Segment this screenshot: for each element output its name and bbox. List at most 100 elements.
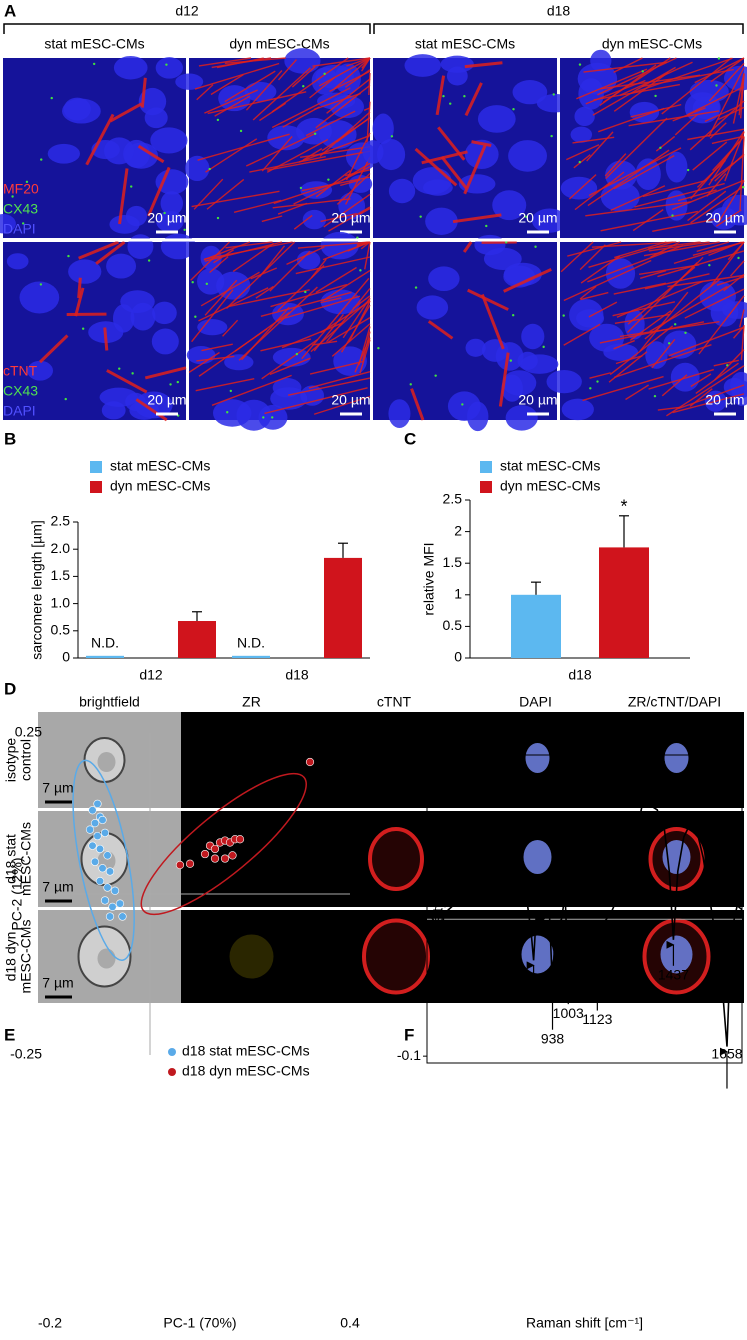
nucleus: [284, 48, 321, 74]
fibre: [198, 287, 269, 322]
fibre: [267, 150, 371, 171]
y-tick-label: 2.5: [51, 513, 71, 529]
junction-dot: [39, 283, 43, 286]
fibre: [322, 269, 371, 302]
cell-core: [97, 948, 116, 969]
fibre: [634, 182, 725, 208]
stain-label: cTNT: [3, 363, 38, 379]
micrograph: [186, 231, 371, 431]
fibre: [677, 189, 717, 202]
y-axis-label: intensity [a.u.]: [430, 866, 446, 952]
fibre: [318, 57, 371, 87]
junction-dot: [673, 323, 677, 326]
fibre: [642, 179, 708, 198]
column-label: ZR/cTNT/DAPI: [628, 694, 721, 710]
junction-dot: [50, 96, 53, 100]
stain-label: CX43: [3, 201, 38, 217]
fibre: [197, 133, 290, 161]
point: [85, 825, 95, 834]
legend-label: dyn mESC-CMs: [500, 478, 600, 494]
junction-dot: [11, 195, 14, 198]
nucleus: [446, 66, 468, 86]
fibre: [315, 84, 371, 129]
fibre: [698, 295, 745, 355]
junction-dot: [92, 62, 96, 66]
fibre: [266, 138, 329, 173]
junction-dot: [708, 263, 711, 267]
fibre: [610, 185, 666, 211]
nucleus: [144, 107, 168, 129]
fibre: [315, 266, 357, 294]
fibre: [286, 246, 325, 266]
fibre: [361, 57, 371, 72]
y-tick-label: -0.25: [10, 1046, 42, 1062]
nucleus: [503, 262, 542, 287]
nucleus: [425, 207, 458, 235]
fibre: [730, 260, 745, 277]
fibre: [191, 289, 234, 343]
fibre: [358, 207, 371, 216]
micrograph: [546, 241, 747, 421]
junction-dot: [64, 397, 67, 401]
fibre: [427, 320, 454, 340]
fibre: [410, 388, 425, 421]
fibre: [566, 144, 600, 161]
point: [100, 828, 110, 837]
y-tick-label: 0: [454, 649, 462, 665]
nucleus: [570, 126, 593, 143]
point: [95, 877, 105, 886]
junction-dot: [356, 236, 359, 239]
fibre: [580, 255, 621, 284]
nucleus: [160, 191, 184, 216]
point: [235, 835, 245, 844]
fibre: [503, 267, 552, 293]
legend-marker: [168, 1068, 176, 1076]
fibre: [193, 178, 224, 210]
fibre: [224, 70, 276, 103]
junction-dot: [183, 228, 186, 231]
fibre: [585, 79, 646, 105]
zr-signal: [229, 934, 274, 979]
fibre: [710, 57, 745, 83]
fibre: [196, 84, 214, 101]
fibre: [228, 289, 310, 308]
junction-dot: [419, 215, 422, 218]
junction-dot: [304, 290, 307, 294]
fibre: [216, 57, 264, 69]
junction-dot: [131, 372, 134, 375]
fibre: [74, 287, 85, 317]
fibre: [740, 324, 745, 361]
fibre: [690, 373, 712, 388]
junction-dot: [226, 411, 229, 414]
fibre: [714, 349, 745, 381]
fibre: [261, 135, 293, 172]
fibre: [140, 77, 147, 108]
fibre: [613, 344, 712, 379]
peak-label: 785: [504, 826, 528, 842]
fibre: [692, 141, 728, 171]
fibre: [204, 279, 238, 316]
fibre: [259, 102, 287, 122]
junction-dot: [130, 185, 133, 188]
fibre: [269, 357, 311, 376]
peak-label: 1123: [582, 1011, 612, 1027]
fibre: [270, 283, 348, 308]
nucleus: [376, 139, 406, 171]
panel-letter: B: [4, 429, 16, 448]
fibre: [464, 61, 503, 69]
fibre: [452, 213, 502, 224]
micrograph: [362, 54, 574, 238]
fibre: [277, 202, 308, 215]
fibre: [588, 241, 674, 268]
junction-dot: [463, 95, 466, 98]
fibre: [282, 106, 320, 128]
fibre: [359, 339, 371, 374]
panel-letter: D: [4, 679, 16, 698]
bar: [511, 594, 561, 658]
junction-dot: [442, 94, 445, 98]
fibre: [309, 360, 364, 375]
fibre: [109, 102, 143, 123]
bar: [86, 655, 124, 658]
stain-label: MF20: [3, 181, 39, 197]
